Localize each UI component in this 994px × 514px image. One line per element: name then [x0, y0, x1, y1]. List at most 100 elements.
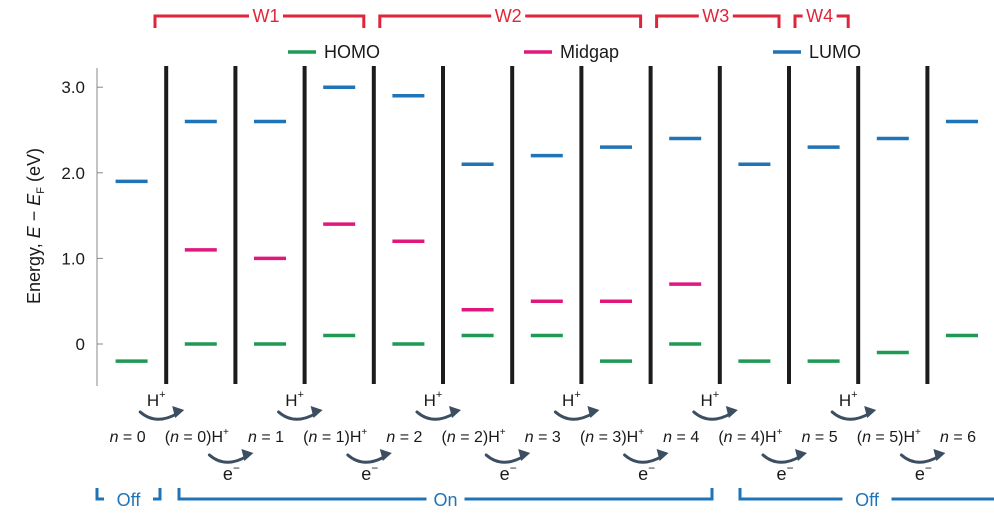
- proton-transfer: H+: [415, 389, 461, 421]
- electron-transfer: e−: [899, 449, 946, 484]
- state-divider: [510, 66, 515, 384]
- window-label: W3: [702, 6, 729, 26]
- arrow-head: [310, 406, 323, 418]
- bottom-group-off: Off: [95, 488, 162, 510]
- proton-label: H+: [700, 389, 719, 410]
- bracket-left: [153, 14, 249, 28]
- state-divider: [717, 66, 722, 384]
- legend-label-homo: HOMO: [324, 42, 380, 62]
- state-divider: [787, 66, 791, 384]
- arrow-head: [795, 449, 807, 461]
- transfer-arrow: [138, 410, 180, 421]
- state-label: (n = 3)H+: [580, 427, 644, 446]
- proton-transfer: H+: [692, 389, 738, 421]
- state-label: n = 0: [110, 429, 146, 446]
- window-bracket-W2: W2: [378, 6, 643, 28]
- proton-label: H+: [839, 389, 858, 410]
- y-tick-label: 2.0: [61, 164, 85, 183]
- legend-label-lumo: LUMO: [809, 42, 861, 62]
- transfer-arrow: [207, 453, 249, 464]
- bracket-right: [836, 14, 850, 28]
- electron-label: e−: [361, 461, 378, 484]
- window-label: W2: [495, 6, 522, 26]
- bracket-right: [525, 14, 643, 28]
- electron-transfer: e−: [207, 449, 254, 484]
- state-divider: [302, 66, 307, 384]
- group-label: Off: [855, 490, 880, 510]
- proton-label: H+: [424, 389, 443, 410]
- proton-transfer: H+: [553, 389, 600, 421]
- electron-transfer: e−: [346, 449, 392, 484]
- state-divider: [164, 66, 169, 384]
- y-tick-label: 3.0: [61, 78, 85, 97]
- arrow-head: [241, 449, 254, 461]
- y-axis-label: Energy, E − EF (eV): [24, 148, 47, 304]
- state-divider: [579, 66, 584, 384]
- proton-transfer: H+: [830, 389, 877, 421]
- bracket-right: [464, 488, 714, 501]
- proton-transfer: H+: [277, 389, 323, 421]
- electron-label: e−: [223, 461, 240, 484]
- transfer-arrow: [623, 453, 665, 464]
- arrow-head: [518, 449, 531, 461]
- state-label: n = 2: [386, 429, 422, 446]
- window-bracket-W4: W4: [793, 6, 850, 28]
- transfer-arrow: [899, 453, 941, 464]
- state-divider: [856, 66, 861, 384]
- electron-transfer: e−: [623, 449, 669, 484]
- electron-label: e−: [500, 461, 517, 484]
- group-label: Off: [117, 490, 142, 510]
- electron-label: e−: [915, 461, 932, 484]
- window-label: W1: [253, 6, 280, 26]
- bottom-group-off: Off: [738, 488, 994, 510]
- proton-label: H+: [147, 389, 166, 410]
- state-label: n = 4: [663, 429, 699, 446]
- state-divider: [371, 66, 376, 384]
- y-tick-label: 1.0: [61, 249, 85, 268]
- bracket-right: [283, 14, 366, 28]
- bracket-left: [378, 14, 492, 28]
- window-bracket-W1: W1: [153, 6, 366, 28]
- state-label: (n = 0)H+: [165, 427, 229, 446]
- bracket-left: [793, 14, 803, 28]
- legend-label-midgap: Midgap: [560, 42, 619, 62]
- arrow-head: [587, 406, 600, 418]
- state-divider: [925, 66, 930, 384]
- transfer-arrow: [553, 410, 595, 421]
- transfer-arrow: [346, 453, 388, 464]
- state-label: n = 3: [525, 429, 561, 446]
- proton-label: H+: [562, 389, 581, 410]
- bracket-left: [177, 488, 427, 501]
- transfer-arrow: [415, 410, 457, 421]
- arrow-head: [379, 449, 392, 461]
- state-label: (n = 1)H+: [303, 427, 367, 446]
- proton-label: H+: [285, 389, 304, 410]
- state-label: (n = 4)H+: [718, 427, 782, 446]
- electron-transfer: e−: [761, 449, 807, 484]
- state-label: n = 5: [802, 429, 838, 446]
- proton-transfer: H+: [138, 389, 185, 421]
- state-label: (n = 2)H+: [442, 427, 506, 446]
- bracket-right: [732, 14, 781, 28]
- arrow-head: [449, 406, 461, 418]
- state-label: (n = 5)H+: [857, 427, 921, 446]
- group-label: On: [433, 490, 457, 510]
- electron-label: e−: [638, 461, 655, 484]
- bracket-right: [153, 488, 162, 501]
- state-label: n = 1: [248, 429, 284, 446]
- state-divider: [441, 66, 445, 384]
- arrow-head: [172, 406, 185, 418]
- state-divider: [648, 66, 653, 384]
- transfer-arrow: [692, 410, 734, 421]
- arrow-head: [933, 449, 946, 461]
- transfer-arrow: [484, 453, 526, 464]
- bracket-left: [655, 14, 699, 28]
- arrow-head: [864, 406, 877, 418]
- bracket-left: [738, 488, 843, 501]
- transfer-arrow: [761, 453, 803, 464]
- arrow-head: [656, 449, 669, 461]
- transfer-arrow: [277, 410, 319, 421]
- electron-transfer: e−: [484, 449, 531, 484]
- y-tick-label: 0: [76, 335, 85, 354]
